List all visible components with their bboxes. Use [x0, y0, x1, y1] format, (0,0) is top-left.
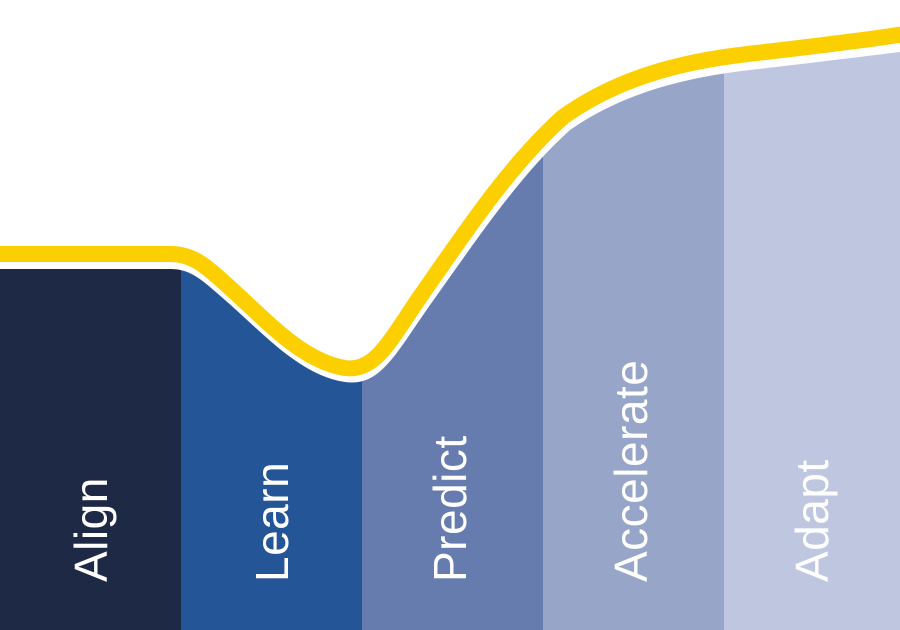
stage-label-accelerate: Accelerate: [605, 360, 657, 582]
stage-label-predict: Predict: [424, 435, 476, 582]
stage-label-learn: Learn: [246, 462, 298, 582]
stage-label-adapt: Adapt: [786, 459, 838, 582]
stage-label-align: Align: [65, 477, 117, 582]
stage-band-accelerate: [543, 52, 724, 630]
yellow-growth-curve: [0, 26, 900, 377]
stage-band-adapt: [724, 52, 900, 630]
